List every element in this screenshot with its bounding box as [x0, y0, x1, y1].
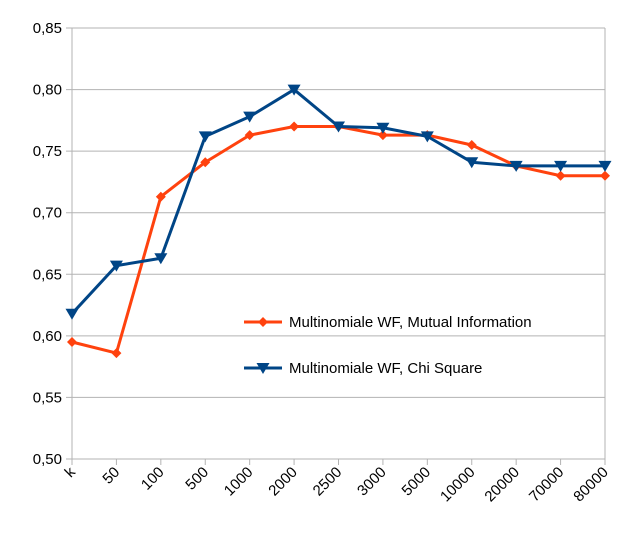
data-point: [465, 157, 479, 169]
data-point: [598, 160, 612, 172]
data-point: [420, 131, 434, 143]
data-point: [332, 121, 345, 133]
data-point: [376, 122, 390, 134]
data-point: [289, 121, 300, 132]
data-point: [287, 84, 301, 96]
y-tick-labels: 0,50 0,55 0,60 0,65 0,70 0,75 0,80 0,85: [33, 20, 62, 468]
data-point: [244, 130, 255, 141]
x-tick-label: 10000: [437, 464, 479, 506]
data-point: [200, 157, 211, 168]
x-tick-label: 3000: [354, 464, 390, 500]
legend-label: Multinomiale WF, Mutual Information: [289, 314, 532, 331]
x-tick-label: 5000: [399, 464, 435, 500]
y-tick-label: 0,65: [33, 266, 62, 283]
y-tick-label: 0,50: [33, 451, 62, 468]
legend-label: Multinomiale WF, Chi Square: [289, 360, 482, 377]
data-point: [509, 160, 523, 172]
data-point: [198, 131, 212, 143]
data-point: [243, 111, 257, 123]
data-point: [555, 170, 566, 181]
y-tick-label: 0,60: [33, 328, 62, 345]
data-point: [256, 363, 270, 374]
data-point: [67, 337, 77, 348]
data-point: [377, 130, 388, 141]
data-point: [65, 308, 79, 320]
y-tick-label: 0,75: [33, 143, 62, 160]
y-tick-label: 0,80: [33, 82, 62, 99]
axes: [71, 28, 606, 465]
x-tick-label: 20000: [481, 464, 523, 506]
data-point: [554, 160, 568, 172]
x-tick-label: 500: [182, 464, 212, 494]
x-tick-labels: k 50 100 500 1000 2000 2500 3000 5000 10000 20000 7…: [62, 463, 612, 505]
data-point: [258, 317, 268, 327]
x-tick-label: 2000: [265, 464, 301, 500]
data-point: [109, 260, 123, 272]
data-point: [111, 348, 122, 359]
y-tick-label: 0,70: [33, 205, 62, 222]
data-point: [600, 170, 610, 181]
x-tick-label: 2500: [310, 464, 346, 500]
legend: Multinomiale WF, Mutual Information Multi…: [244, 314, 532, 377]
series-group: [65, 84, 612, 359]
x-tick-label: 70000: [526, 464, 568, 506]
x-tick-label: 100: [138, 464, 168, 494]
data-point: [154, 253, 168, 265]
data-point: [155, 191, 166, 202]
legend-item: Multinomiale WF, Chi Square: [244, 360, 482, 377]
y-tick-label: 0,55: [33, 389, 62, 406]
x-tick-label: 80000: [570, 464, 612, 506]
legend-item: Multinomiale WF, Mutual Information: [244, 314, 532, 331]
y-tick-label: 0,85: [33, 20, 62, 37]
series-2: [65, 84, 612, 320]
data-point: [466, 139, 477, 150]
x-tick-label: 1000: [221, 464, 257, 500]
x-tick-label: 50: [99, 464, 123, 488]
x-tick-label: k: [62, 463, 80, 481]
